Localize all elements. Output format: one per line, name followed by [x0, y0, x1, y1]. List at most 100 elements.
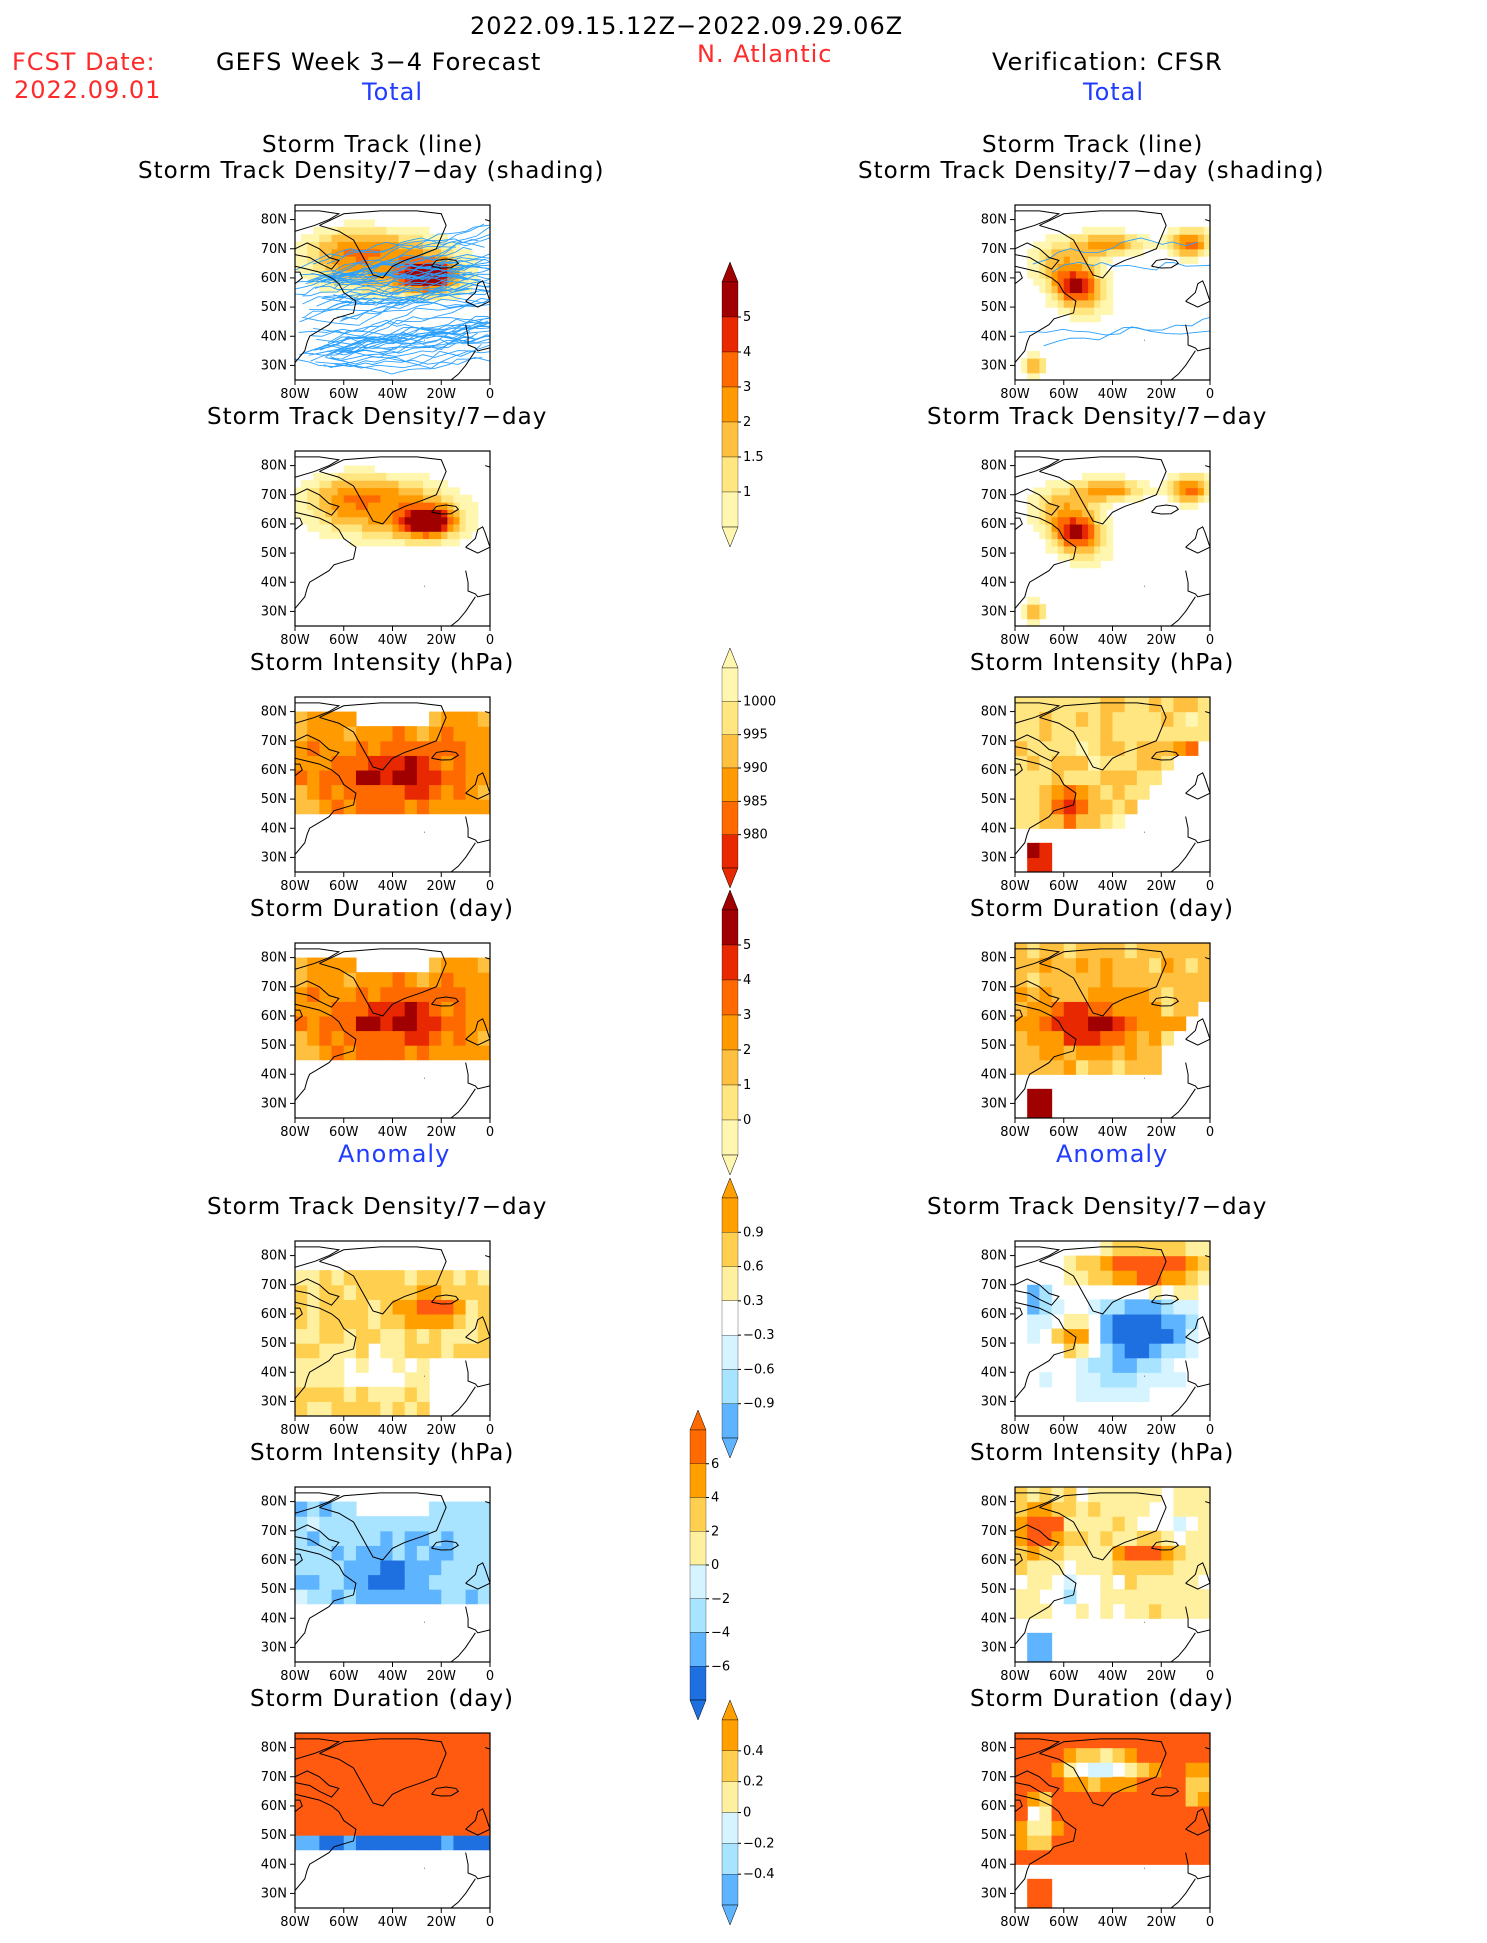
- map-right-intensity: 80N 70N 60N 50N 40N 30N 80W 60W 40W 20W 0: [981, 696, 1214, 894]
- left-track-line-title: Storm Track (line): [262, 132, 484, 158]
- lat-tick-label: 50N: [261, 546, 287, 561]
- lon-tick-label: 0: [486, 387, 494, 402]
- lon-tick-label: 80W: [1000, 1915, 1030, 1930]
- right-duration-title: Storm Duration (day): [970, 896, 1234, 922]
- lon-tick-label: 20W: [427, 1125, 457, 1140]
- lon-tick-label: 80W: [1000, 633, 1030, 648]
- lon-tick-label: 80W: [280, 387, 310, 402]
- lat-tick-label: 40N: [261, 1067, 287, 1082]
- lat-tick-label: 70N: [981, 1278, 1007, 1293]
- colorbar-label: 1000: [743, 694, 776, 709]
- lat-tick-label: 70N: [981, 980, 1007, 995]
- lat-tick-label: 70N: [261, 1770, 287, 1785]
- verification-title: Verification: CFSR: [992, 48, 1223, 76]
- lat-tick-label: 80N: [981, 951, 1007, 966]
- lat-tick-label: 50N: [981, 1828, 1007, 1843]
- lon-tick-label: 40W: [378, 387, 408, 402]
- lat-tick-label: 70N: [261, 242, 287, 257]
- lon-tick-label: 80W: [280, 1423, 310, 1438]
- lon-tick-label: 60W: [1049, 879, 1079, 894]
- lon-tick-label: 0: [486, 1423, 494, 1438]
- colorbar-label: 0.2: [743, 1775, 764, 1790]
- lat-tick-label: 60N: [981, 1009, 1007, 1024]
- colorbar-label: 4: [743, 973, 751, 988]
- anomaly-label-right: Anomaly: [1056, 1140, 1169, 1168]
- colorbar-density-total: 5 4 3 2 1.5 1: [721, 261, 764, 548]
- colorbar-intensity-anom: 6 4 2 0 −2 −4 −6: [689, 1409, 730, 1721]
- left-intensity-title: Storm Intensity (hPa): [250, 650, 515, 676]
- map-right-anom-duration: 80N 70N 60N 50N 40N 30N 80W 60W 40W 20W 0: [981, 1732, 1214, 1930]
- colorbar-density-anom: 0.9 0.6 0.3 −0.3 −0.6 −0.9: [721, 1177, 775, 1459]
- colorbar-label: 2: [711, 1524, 719, 1539]
- lat-tick-label: 60N: [981, 271, 1007, 286]
- colorbar-label: −0.9: [743, 1397, 775, 1412]
- lat-tick-label: 70N: [261, 1524, 287, 1539]
- lat-tick-label: 60N: [261, 1307, 287, 1322]
- lon-tick-label: 80W: [280, 879, 310, 894]
- colorbar-label: 6: [711, 1457, 719, 1472]
- left-anom-duration-title: Storm Duration (day): [250, 1686, 514, 1712]
- map-left-duration: 80N 70N 60N 50N 40N 30N 80W 60W 40W 20W 0: [261, 942, 494, 1140]
- lat-tick-label: 30N: [981, 358, 1007, 373]
- colorbar-label: 2: [743, 1043, 751, 1058]
- lon-tick-label: 0: [1206, 633, 1214, 648]
- lat-tick-label: 30N: [981, 1096, 1007, 1111]
- lat-tick-label: 70N: [981, 734, 1007, 749]
- lat-tick-label: 60N: [981, 1307, 1007, 1322]
- lat-tick-label: 30N: [981, 1886, 1007, 1901]
- lat-tick-label: 50N: [981, 546, 1007, 561]
- lat-tick-label: 70N: [981, 1524, 1007, 1539]
- lon-tick-label: 20W: [1147, 1125, 1177, 1140]
- lon-tick-label: 80W: [280, 1125, 310, 1140]
- lon-tick-label: 60W: [329, 1125, 359, 1140]
- lon-tick-label: 80W: [280, 633, 310, 648]
- lon-tick-label: 20W: [427, 387, 457, 402]
- lon-tick-label: 60W: [1049, 1915, 1079, 1930]
- lat-tick-label: 40N: [981, 575, 1007, 590]
- anomaly-label-left: Anomaly: [338, 1140, 451, 1168]
- lon-tick-label: 40W: [378, 633, 408, 648]
- lat-tick-label: 40N: [261, 821, 287, 836]
- map-left-anom-duration: 80N 70N 60N 50N 40N 30N 80W 60W 40W 20W 0: [261, 1732, 494, 1930]
- map-left-anom-intensity: 80N 70N 60N 50N 40N 30N 80W 60W 40W 20W 0: [261, 1486, 494, 1684]
- lon-tick-label: 20W: [1147, 1915, 1177, 1930]
- lon-tick-label: 40W: [1098, 1669, 1128, 1684]
- lon-tick-label: 0: [1206, 1423, 1214, 1438]
- map-left-intensity: 80N 70N 60N 50N 40N 30N 80W 60W 40W 20W 0: [261, 696, 494, 894]
- lon-tick-label: 60W: [329, 1915, 359, 1930]
- lat-tick-label: 70N: [261, 1278, 287, 1293]
- lat-tick-label: 30N: [261, 1886, 287, 1901]
- region-title: N. Atlantic: [697, 40, 833, 68]
- lon-tick-label: 20W: [427, 1669, 457, 1684]
- lat-tick-label: 60N: [261, 1009, 287, 1024]
- colorbar-label: 1: [743, 1078, 751, 1093]
- lat-tick-label: 40N: [981, 1857, 1007, 1872]
- lat-tick-label: 70N: [981, 488, 1007, 503]
- colorbar-label: 2: [743, 415, 751, 430]
- lat-tick-label: 40N: [261, 575, 287, 590]
- lat-tick-label: 80N: [981, 705, 1007, 720]
- lat-tick-label: 80N: [981, 213, 1007, 228]
- lon-tick-label: 20W: [427, 879, 457, 894]
- lat-tick-label: 80N: [261, 1249, 287, 1264]
- lat-tick-label: 60N: [981, 1553, 1007, 1568]
- colorbar-label: −0.6: [743, 1362, 775, 1377]
- colorbar-label: 0: [711, 1558, 719, 1573]
- left-density-title: Storm Track Density/7−day: [207, 404, 548, 430]
- colorbar-label: 0.4: [743, 1744, 764, 1759]
- colorbar-label: 985: [743, 794, 768, 809]
- lat-tick-label: 30N: [261, 850, 287, 865]
- lon-tick-label: 40W: [1098, 633, 1128, 648]
- lat-tick-label: 60N: [261, 1799, 287, 1814]
- lat-tick-label: 50N: [261, 300, 287, 315]
- lon-tick-label: 60W: [329, 879, 359, 894]
- date-range-title: 2022.09.15.12Z−2022.09.29.06Z: [470, 12, 904, 40]
- map-right-density: 80N 70N 60N 50N 40N 30N 80W 60W 40W 20W 0: [981, 450, 1214, 648]
- colorbar-duration-anom: 0.4 0.2 0 −0.2 −0.4: [721, 1699, 775, 1926]
- lat-tick-label: 70N: [261, 734, 287, 749]
- lon-tick-label: 0: [486, 1669, 494, 1684]
- right-intensity-title: Storm Intensity (hPa): [970, 650, 1235, 676]
- lon-tick-label: 40W: [378, 1915, 408, 1930]
- lon-tick-label: 40W: [378, 1125, 408, 1140]
- colorbar-label: 0: [743, 1113, 751, 1128]
